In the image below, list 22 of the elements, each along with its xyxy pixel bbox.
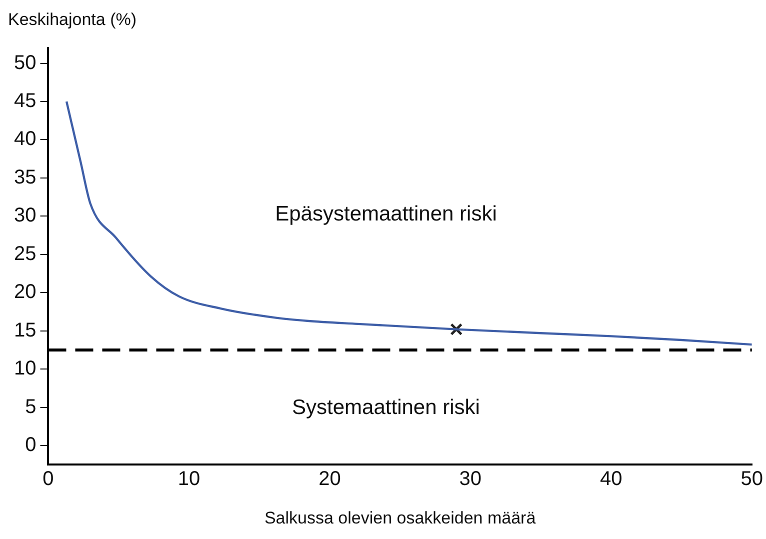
y-tick-label: 20: [14, 281, 36, 304]
y-tick-label: 30: [14, 204, 36, 227]
x-tick-label: 40: [600, 468, 622, 490]
line-series: [65, 100, 752, 346]
x-tick-label: 0: [42, 468, 54, 490]
y-tick-label: 35: [14, 166, 36, 188]
x-tick-label: 50: [740, 468, 763, 490]
y-tick-label: 40: [14, 128, 36, 150]
x-tick-label: 10: [178, 468, 200, 490]
y-axis-title: Keskihajonta (%): [8, 10, 137, 30]
y-tick-label: 50: [14, 52, 36, 74]
x-tick-label: 30: [459, 468, 482, 490]
y-tick-label: 5: [25, 396, 36, 418]
y-tick-label: 10: [14, 358, 36, 380]
y-tick-label: 15: [14, 319, 36, 342]
y-tick-label: 0: [25, 434, 36, 456]
x-tick-label: 20: [318, 468, 341, 490]
x-axis-title: Salkussa olevien osakkeiden määrä: [264, 508, 536, 528]
y-tick-label: 45: [14, 90, 36, 112]
y-tick-label: 25: [14, 242, 36, 265]
annotation: Epäsystemaattinen riski: [275, 202, 497, 226]
annotation: Systemaattinen riski: [292, 396, 480, 420]
